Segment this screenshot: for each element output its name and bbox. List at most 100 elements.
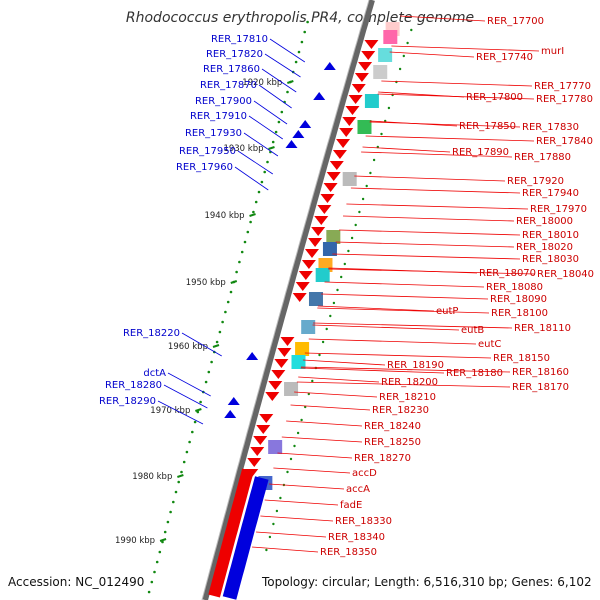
gene-feature-box: [364, 94, 379, 108]
left-gene-label: RER_18290: [99, 396, 156, 407]
forward-gene-arrow: [265, 392, 280, 401]
left-gene-leader: [243, 132, 279, 157]
scale-dot: [300, 40, 304, 44]
right-gene-label: RER_17700: [487, 16, 544, 27]
scale-dot: [169, 510, 172, 514]
right-gene-label: RER_18020: [516, 242, 573, 253]
forward-gene-arrow: [358, 62, 373, 71]
forward-gene-arrow: [259, 414, 274, 423]
right-gene-leader: [308, 338, 477, 345]
scale-dot: [185, 450, 189, 454]
right-gene-label: RER_17850: [459, 121, 516, 132]
inner-scale-dot: [325, 327, 328, 331]
inner-scale-dot: [372, 158, 376, 162]
kbp-label: 1970 kbp: [150, 406, 190, 416]
right-gene-leader: [328, 267, 478, 274]
forward-gene-arrow: [323, 183, 338, 192]
scale-dot: [158, 550, 162, 554]
forward-gene-arrow: [250, 447, 265, 456]
right-gene-leader: [332, 253, 521, 260]
left-gene-label: RER_17900: [195, 96, 252, 107]
inner-scale-dot: [318, 353, 321, 357]
forward-gene-arrow: [339, 128, 354, 137]
right-gene-leader: [300, 366, 511, 373]
inner-scale-dot: [350, 236, 354, 240]
right-gene-leader: [339, 229, 521, 236]
scale-dot: [297, 50, 301, 54]
inner-scale-dot: [398, 67, 402, 71]
scale-dot: [246, 230, 250, 234]
scale-dot: [266, 160, 269, 164]
right-gene-label: RER_17780: [536, 94, 593, 105]
kbp-tick: [249, 213, 256, 217]
kbp-tick: [230, 280, 238, 284]
forward-gene-arrow: [311, 227, 326, 236]
right-gene-label: RER_17830: [522, 122, 579, 133]
right-gene-leader: [381, 80, 533, 87]
right-gene-label: RER_18000: [516, 216, 573, 227]
kbp-label: 1920 kbp: [242, 78, 282, 88]
scale-dot: [254, 200, 258, 204]
right-gene-label: RER_18040: [537, 269, 594, 280]
right-gene-label: RER_17770: [534, 81, 591, 92]
right-gene-label: eutC: [478, 339, 501, 350]
left-gene-label: RER_18280: [105, 380, 162, 391]
right-gene-leader: [391, 45, 540, 52]
scale-dot: [226, 300, 230, 304]
forward-gene-arrow: [314, 216, 329, 225]
right-gene-leader: [346, 203, 529, 210]
left-gene-leader: [157, 400, 204, 425]
left-gene-label: RER_17950: [179, 146, 236, 157]
right-gene-leader: [335, 241, 515, 248]
right-gene-label: RER_18010: [522, 230, 579, 241]
right-gene-label: RER_18110: [514, 323, 571, 334]
scale-dot: [277, 120, 281, 124]
left-gene-leader: [269, 38, 306, 63]
scale-dot: [215, 340, 219, 344]
gene-feature-box: [268, 440, 283, 454]
right-gene-label: accD: [352, 468, 377, 479]
left-gene-leader: [248, 115, 283, 140]
forward-gene-arrow: [342, 117, 357, 126]
scale-dot: [147, 590, 151, 594]
right-gene-label: RER_17800: [466, 92, 523, 103]
scale-dot: [188, 440, 191, 444]
scale-dot: [229, 290, 233, 294]
right-gene-leader: [354, 175, 506, 182]
right-gene-leader: [317, 305, 435, 312]
inner-scale-dot: [296, 431, 300, 435]
right-gene-leader: [277, 452, 353, 459]
inner-scale-dot: [329, 314, 332, 318]
forward-gene-arrow: [361, 51, 376, 60]
forward-gene-arrow: [280, 337, 295, 346]
left-gene-leader: [261, 68, 297, 93]
right-gene-label: RER_18330: [335, 516, 392, 527]
right-gene-leader: [317, 307, 490, 314]
backbone-line: [202, 0, 375, 600]
right-gene-label: fadE: [340, 500, 362, 511]
left-gene-leader: [167, 372, 211, 397]
right-gene-leader: [389, 51, 475, 58]
scale-dot: [218, 330, 222, 334]
scale-dot: [153, 570, 156, 574]
forward-gene-arrow: [274, 359, 289, 368]
kbp-label: 1930 kbp: [223, 144, 263, 154]
right-gene-leader: [304, 352, 492, 359]
right-gene-leader: [362, 146, 451, 153]
forward-gene-arrow: [354, 73, 369, 82]
inner-scale-dot: [406, 41, 409, 45]
forward-gene-arrow: [253, 436, 268, 445]
left-gene-label: RER_17960: [176, 162, 233, 173]
inner-scale-dot: [361, 197, 365, 201]
right-gene-label: RER_17840: [536, 136, 593, 147]
right-gene-leader: [313, 322, 513, 329]
backbone-highlight: [201, 0, 370, 600]
inner-scale-dot: [265, 548, 268, 552]
scale-dot: [155, 560, 159, 564]
right-gene-label: RER_17920: [507, 176, 564, 187]
forward-gene-arrow: [329, 161, 344, 170]
inner-scale-dot: [402, 54, 405, 58]
forward-gene-arrow: [308, 238, 323, 247]
scale-dot: [303, 30, 307, 34]
